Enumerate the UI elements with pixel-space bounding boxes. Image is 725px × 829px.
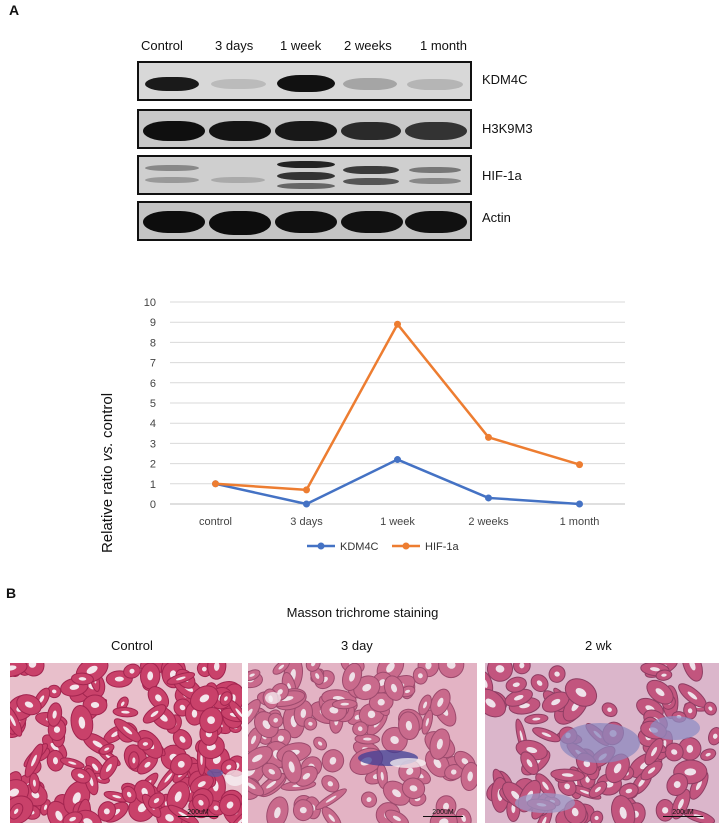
y-tick-label: 3 (150, 438, 156, 450)
chart-series (212, 320, 583, 508)
band (277, 183, 335, 189)
band (275, 211, 337, 233)
band (341, 211, 403, 233)
band (409, 167, 461, 173)
blot-header-3days: 3 days (215, 38, 254, 53)
data-point (212, 480, 219, 488)
series-line-kdm4c (215, 458, 580, 506)
band (407, 79, 463, 90)
data-point (576, 500, 583, 508)
band (343, 178, 399, 185)
blot-header-1month: 1 month (420, 38, 467, 53)
x-tick-label: 2 weeks (468, 516, 509, 528)
masson-title: Masson trichrome staining (286, 605, 439, 620)
x-tick-label: 3 days (290, 516, 323, 528)
scale-bar: 200uM (663, 809, 703, 817)
band (405, 122, 467, 140)
band (145, 177, 199, 183)
protein-label-hif1a: HIF-1a (482, 168, 522, 183)
band (145, 165, 199, 171)
y-tick-label: 7 (150, 358, 156, 370)
x-tick-label: 1 week (380, 516, 415, 528)
histology-image-control: 200uM (10, 663, 242, 823)
blot-hif1a (137, 155, 472, 195)
band (405, 211, 467, 233)
image-label-control: Control (111, 638, 153, 653)
band (343, 78, 397, 90)
band (275, 121, 337, 141)
panel-a-letter: A (9, 2, 20, 18)
blot-header-1week: 1 week (280, 38, 322, 53)
data-point (394, 456, 401, 464)
y-axis-label: Relative ratio vs. control (99, 393, 116, 553)
data-point (303, 486, 310, 494)
histology-image-2wk: 200uM (485, 663, 719, 823)
legend-marker (317, 542, 325, 550)
legend-label: HIF-1a (425, 541, 460, 553)
blot-actin (137, 201, 472, 241)
y-tick-label: 4 (150, 418, 156, 430)
protein-label-kdm4c: KDM4C (482, 72, 528, 87)
data-point (485, 494, 492, 502)
histology-image-3day: 200uM (248, 663, 477, 823)
band (211, 177, 265, 183)
band (343, 166, 399, 174)
data-point (303, 500, 310, 508)
data-point (576, 461, 583, 469)
x-tick-label: 1 month (560, 516, 600, 528)
band (209, 121, 271, 141)
y-tick-label: 0 (150, 499, 156, 511)
image-label-2wk: 2 wk (585, 638, 612, 653)
chart-y-ticks: 0 1 2 3 4 5 6 7 8 9 10 (144, 297, 156, 511)
protein-label-h3k9m3: H3K9M3 (482, 121, 533, 136)
scale-bar: 200uM (178, 809, 218, 817)
band (341, 122, 401, 140)
band (277, 161, 335, 168)
band (143, 121, 205, 141)
y-tick-label: 1 (150, 479, 156, 491)
scale-bar: 200uM (423, 809, 463, 817)
legend-label: KDM4C (340, 541, 379, 553)
y-tick-label: 6 (150, 378, 156, 390)
image-label-3day: 3 day (341, 638, 373, 653)
line-chart: 0 1 2 3 4 5 6 7 8 9 10 control 3 days 1 week 2 weeks 1… (99, 297, 625, 553)
band (409, 178, 461, 184)
data-point (394, 320, 401, 328)
y-tick-label: 9 (150, 317, 156, 329)
blot-header-control: Control (141, 38, 183, 53)
blot-h3k9m3 (137, 109, 472, 149)
data-point (485, 433, 492, 441)
chart-x-ticks: control 3 days 1 week 2 weeks 1 month (199, 516, 599, 528)
band (209, 211, 271, 235)
y-tick-label: 10 (144, 297, 156, 309)
y-tick-label: 8 (150, 337, 156, 349)
band (277, 172, 335, 180)
band (145, 77, 199, 91)
blot-header-2weeks: 2 weeks (344, 38, 392, 53)
series-line-hif-1a (215, 322, 580, 492)
y-tick-label: 2 (150, 459, 156, 471)
chart-legend: KDM4C HIF-1a (307, 541, 460, 553)
band (211, 79, 266, 89)
protein-label-actin: Actin (482, 210, 511, 225)
y-tick-label: 5 (150, 398, 156, 410)
band (277, 75, 335, 92)
x-tick-label: control (199, 516, 232, 528)
blot-kdm4c (137, 61, 472, 101)
band (143, 211, 205, 233)
legend-marker (402, 542, 410, 550)
chart-grid (170, 301, 625, 505)
panel-b-letter: B (6, 585, 17, 601)
